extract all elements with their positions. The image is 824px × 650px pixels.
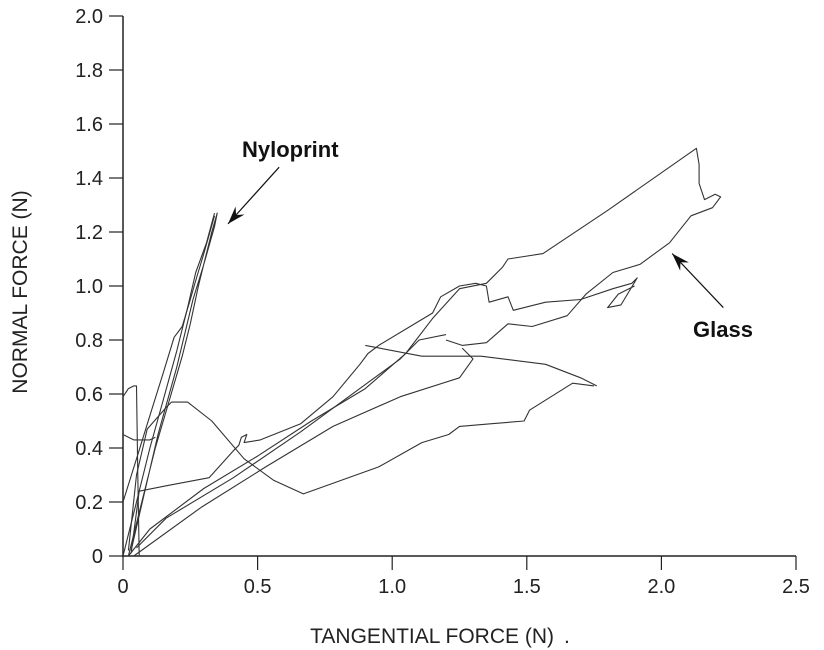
annotation-arrow-line — [671, 253, 724, 309]
annotation-arrowhead — [672, 253, 689, 271]
series-line-nyloprint-2 — [122, 215, 216, 503]
annotations: Nyloprint Glass — [227, 137, 753, 342]
y-tick-label: 2.0 — [75, 6, 103, 28]
y-tick-label: 0.8 — [75, 330, 103, 352]
series-line-nyloprint-1 — [127, 212, 218, 557]
x-tick-label: 2.0 — [647, 576, 675, 598]
plot-area — [122, 147, 722, 557]
series-line-nyloprint-3 — [122, 385, 140, 557]
x-tick-label: 0 — [117, 576, 128, 598]
y-axis-label: NORMAL FORCE (N) — [9, 190, 32, 393]
series-line-nyloprint-0 — [122, 212, 216, 557]
annotation-label-glass: Glass — [693, 317, 753, 342]
series-line-glass-9 — [136, 334, 447, 549]
x-tick-label: 2.5 — [782, 576, 810, 598]
annotation-arrow-line — [227, 166, 280, 225]
series-line-glass-7 — [130, 344, 380, 554]
y-tick-label: 1.2 — [75, 222, 103, 244]
y-tick-label: 0.4 — [75, 438, 103, 460]
series-line-glass-8 — [127, 382, 595, 551]
annotation-label-nyloprint: Nyloprint — [242, 137, 339, 162]
x-axis-label: TANGENTIAL FORCE (N). — [310, 625, 570, 648]
series-line-glass-6 — [378, 277, 638, 346]
y-tick-label: 1.8 — [75, 60, 103, 82]
annotation-arrowhead — [227, 206, 245, 224]
y-tick-label: 1.6 — [75, 114, 103, 136]
y-tick-label: 1.0 — [75, 276, 103, 298]
series-line-glass-5 — [127, 147, 722, 557]
x-tick-label: 1.0 — [378, 576, 406, 598]
series-line-glass-10 — [133, 347, 474, 557]
axes: 0 0.2 0.4 0.6 0.8 1.0 1.2 1.4 1.6 1.8 2.0 0 0.5 1.0 1.… — [75, 6, 810, 598]
y-tick-label: 0.2 — [75, 492, 103, 514]
x-tick-label: 1.5 — [513, 576, 541, 598]
series-line-nyloprint-4 — [122, 434, 156, 441]
y-tick-label: 1.4 — [75, 168, 103, 190]
y-tick-label: 0 — [92, 546, 103, 568]
series-line-glass-11 — [365, 344, 598, 387]
x-tick-label: 0.5 — [244, 576, 272, 598]
y-tick-label: 0.6 — [75, 384, 103, 406]
